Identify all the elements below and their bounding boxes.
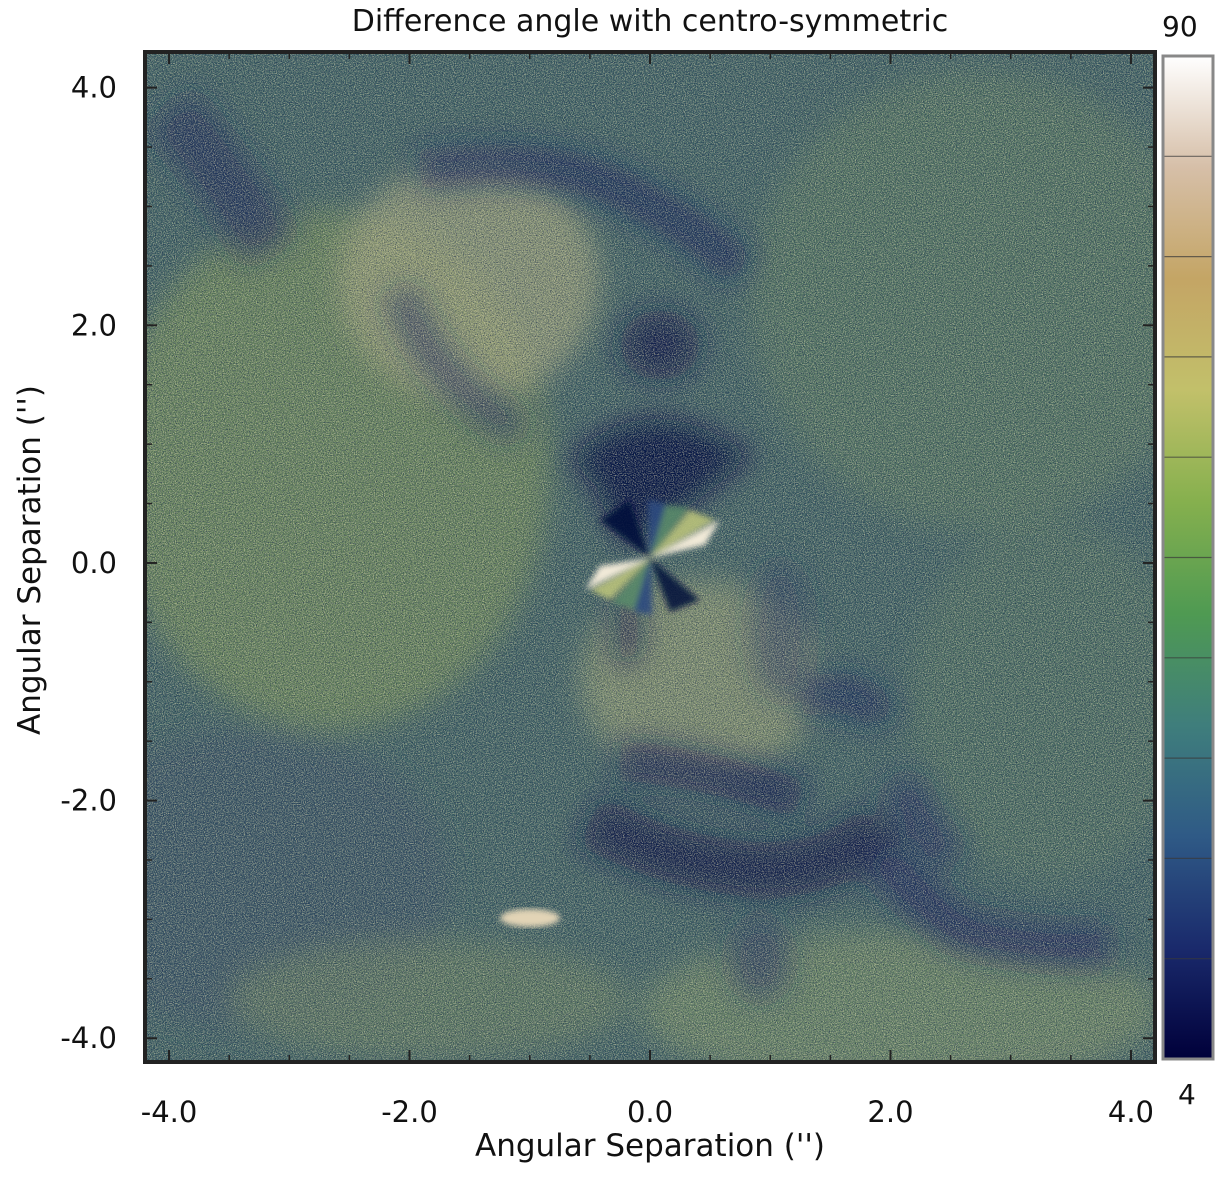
colorbar-min-label: 4 [1178,1078,1196,1111]
colorbar-dividers [1163,155,1213,960]
x-tick-label: -4.0 [141,1095,198,1129]
y-tick-label: -4.0 [60,1021,117,1055]
y-axis-ticks: 4.0 2.0 0.0 -2.0 -4.0 [60,71,1155,1055]
chart-title: Difference angle with centro-symmetric [351,4,949,39]
x-tick-label: 2.0 [867,1095,913,1129]
x-tick-label: 0.0 [627,1095,673,1129]
y-tick-label: 0.0 [71,546,117,580]
x-tick-label: 4.0 [1108,1095,1154,1129]
colorbar-max-label: 90 [1162,10,1198,43]
colorbar-frame [1161,54,1215,1061]
x-tick-label: -2.0 [381,1095,438,1129]
y-tick-label: 4.0 [71,71,117,105]
y-tick-label: 2.0 [71,308,117,342]
heatmap-image [145,52,1155,1062]
colorbar [1161,54,1215,1061]
central-butterfly [585,500,720,615]
x-axis-label: Angular Separation ('') [474,1128,826,1164]
x-axis-ticks: -4.0 -2.0 0.0 2.0 4.0 [141,52,1154,1129]
bright-blob [500,909,560,927]
y-tick-label: -2.0 [60,784,117,818]
